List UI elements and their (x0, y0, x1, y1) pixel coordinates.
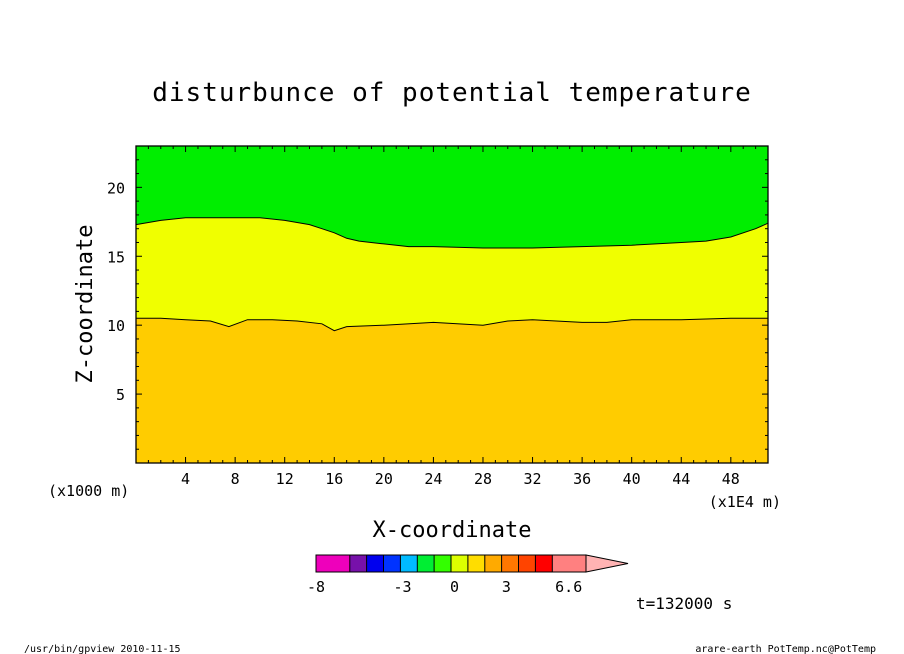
x-tick-label: 8 (231, 470, 240, 488)
y-tick-label: 20 (107, 179, 125, 197)
colorbar-swatch (400, 555, 418, 572)
colorbar-swatch (434, 555, 452, 572)
colorbar-swatch (332, 555, 351, 572)
contour-lines (135, 217, 769, 332)
colorbar-swatch (366, 555, 385, 572)
x-tick-label: 4 (181, 470, 190, 488)
colorbar (315, 554, 629, 573)
colorbar-label: -3 (393, 578, 411, 596)
colorbar-label: 3 (502, 578, 511, 596)
x-tick-label: 16 (325, 470, 343, 488)
colorbar-label: -8 (307, 578, 325, 596)
x-tick-label: 12 (276, 470, 294, 488)
y-tick-labels: 5 10 15 20 (107, 179, 125, 404)
plot-frame (135, 145, 769, 464)
contour-line-2 (135, 217, 769, 249)
x-tick-labels: 4 8 12 16 20 24 28 32 36 40 44 48 (181, 470, 740, 488)
y-axis-label: Z-coordinate (73, 225, 98, 384)
x-tick-label: 20 (375, 470, 393, 488)
y-tick-label: 5 (116, 386, 125, 404)
colorbar-swatch (518, 555, 536, 572)
colorbar-swatch (417, 555, 435, 572)
colorbar-swatch (535, 555, 553, 572)
x-tick-label: 24 (424, 470, 442, 488)
colorbar-swatch (569, 555, 587, 572)
colorbar-arrow (585, 554, 629, 573)
contour-line-1 (136, 317, 768, 332)
y-tick-label: 15 (107, 248, 125, 266)
colorbar-swatch (383, 555, 401, 572)
footer-left: /usr/bin/gpview 2010-11-15 (24, 644, 181, 654)
x-tick-label: 28 (474, 470, 492, 488)
chart-title: disturbunce of potential temperature (152, 78, 752, 108)
colorbar-label: 6.6 (555, 578, 582, 596)
band-orange (136, 318, 768, 463)
x-unit-label: (x1E4 m) (709, 493, 781, 511)
colorbar-swatch (501, 555, 520, 572)
x-tick-label: 40 (623, 470, 641, 488)
y-tick-label: 10 (107, 317, 125, 335)
footer-right: arare-earth_PotTemp.nc@PotTemp (695, 644, 876, 654)
y-unit-label: (x1000 m) (48, 482, 129, 500)
colorbar-swatch (316, 555, 334, 572)
x-tick-label: 32 (524, 470, 542, 488)
colorbar-swatch (451, 555, 469, 572)
colorbar-labels: -8 -3 0 3 6.6 (307, 578, 582, 596)
colorbar-swatch (552, 555, 570, 572)
time-label: t=132000 s (636, 594, 732, 613)
contour-fills (136, 146, 768, 463)
x-tick-label: 48 (722, 470, 740, 488)
colorbar-swatch (349, 555, 368, 572)
x-axis-label: X-coordinate (373, 518, 532, 543)
colorbar-label: 0 (450, 578, 459, 596)
x-tick-label: 36 (573, 470, 591, 488)
x-tick-label: 44 (672, 470, 690, 488)
colorbar-swatch (467, 555, 486, 572)
colorbar-swatch (484, 555, 503, 572)
